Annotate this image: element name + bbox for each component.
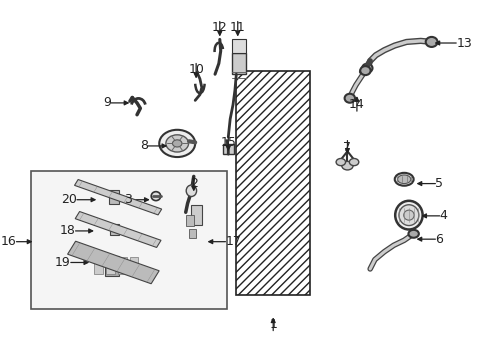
Bar [105, 256, 119, 276]
Bar [192, 205, 202, 225]
Text: 19: 19 [55, 256, 71, 269]
Text: 11: 11 [230, 22, 245, 35]
Circle shape [166, 135, 189, 152]
Text: 13: 13 [456, 36, 472, 50]
Bar [130, 257, 139, 274]
Bar [95, 257, 103, 274]
Ellipse shape [395, 201, 423, 229]
Text: 9: 9 [103, 96, 111, 109]
Ellipse shape [426, 37, 438, 47]
Bar [189, 229, 196, 238]
Ellipse shape [362, 64, 372, 73]
Text: 2: 2 [190, 177, 197, 190]
Ellipse shape [186, 185, 196, 197]
Bar [75, 212, 161, 247]
Ellipse shape [151, 192, 161, 201]
Bar [31, 171, 227, 309]
Ellipse shape [399, 205, 419, 226]
Ellipse shape [344, 94, 355, 103]
Ellipse shape [360, 66, 370, 75]
Text: 17: 17 [225, 235, 241, 248]
Bar [109, 190, 119, 204]
Text: 4: 4 [440, 210, 447, 222]
Bar [232, 40, 246, 53]
Text: 1: 1 [270, 318, 277, 330]
Text: 15: 15 [220, 136, 236, 149]
Text: 12: 12 [212, 22, 228, 35]
Text: 8: 8 [140, 139, 148, 152]
Bar [186, 215, 194, 226]
Bar [118, 257, 126, 274]
Text: 14: 14 [349, 98, 365, 111]
Circle shape [336, 158, 345, 166]
Text: 7: 7 [343, 140, 351, 154]
Text: 5: 5 [436, 177, 443, 190]
Circle shape [159, 130, 195, 157]
Bar [222, 144, 234, 154]
Text: 3: 3 [124, 193, 132, 206]
Circle shape [342, 161, 353, 170]
Bar [236, 71, 310, 295]
Bar [232, 53, 246, 74]
Bar [106, 257, 115, 274]
Text: 10: 10 [188, 63, 204, 76]
Ellipse shape [395, 173, 414, 186]
Text: 20: 20 [61, 193, 77, 206]
Bar [110, 224, 119, 235]
Circle shape [172, 140, 182, 147]
Ellipse shape [409, 230, 419, 238]
Text: 6: 6 [436, 233, 443, 246]
Text: 18: 18 [60, 224, 75, 238]
Circle shape [349, 158, 359, 166]
Bar [68, 241, 159, 284]
Bar [74, 180, 162, 215]
Text: 16: 16 [0, 235, 17, 248]
Ellipse shape [397, 175, 411, 184]
Ellipse shape [404, 210, 414, 220]
